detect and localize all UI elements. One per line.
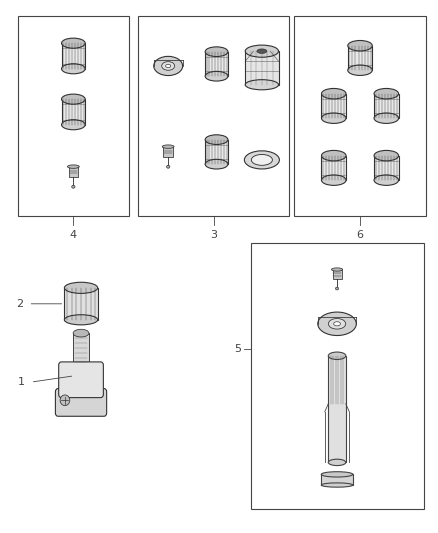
Ellipse shape bbox=[205, 47, 228, 56]
Ellipse shape bbox=[64, 282, 98, 293]
Bar bbox=[73, 333, 89, 362]
Ellipse shape bbox=[374, 88, 399, 99]
Bar bbox=[205, 140, 228, 164]
Ellipse shape bbox=[61, 120, 85, 130]
Bar bbox=[245, 51, 279, 85]
FancyBboxPatch shape bbox=[55, 389, 106, 416]
Ellipse shape bbox=[244, 151, 279, 169]
Ellipse shape bbox=[328, 459, 346, 466]
Ellipse shape bbox=[245, 45, 279, 57]
Text: 3: 3 bbox=[210, 230, 217, 240]
Ellipse shape bbox=[336, 287, 339, 290]
Text: 1: 1 bbox=[18, 377, 25, 387]
Ellipse shape bbox=[245, 80, 279, 90]
Ellipse shape bbox=[251, 155, 272, 165]
Ellipse shape bbox=[348, 65, 372, 76]
Ellipse shape bbox=[334, 322, 340, 326]
Bar bbox=[18, 16, 129, 216]
Ellipse shape bbox=[67, 165, 79, 168]
Bar bbox=[163, 147, 173, 157]
Bar bbox=[69, 167, 78, 177]
Ellipse shape bbox=[318, 312, 356, 336]
Text: 5: 5 bbox=[234, 344, 241, 354]
Bar bbox=[321, 474, 353, 485]
Ellipse shape bbox=[374, 175, 399, 185]
Ellipse shape bbox=[60, 395, 70, 406]
Ellipse shape bbox=[205, 71, 228, 81]
Bar bbox=[61, 43, 85, 69]
Ellipse shape bbox=[154, 56, 183, 76]
Bar bbox=[332, 270, 342, 279]
Ellipse shape bbox=[61, 38, 85, 48]
FancyBboxPatch shape bbox=[59, 362, 103, 398]
Ellipse shape bbox=[321, 472, 353, 477]
Ellipse shape bbox=[166, 165, 170, 168]
Ellipse shape bbox=[257, 49, 267, 53]
Ellipse shape bbox=[328, 352, 346, 360]
Ellipse shape bbox=[321, 113, 346, 124]
Ellipse shape bbox=[348, 41, 372, 51]
Bar bbox=[321, 156, 346, 180]
Bar bbox=[138, 16, 289, 216]
Bar bbox=[321, 94, 346, 118]
Bar bbox=[374, 94, 399, 118]
Text: 6: 6 bbox=[357, 230, 364, 240]
Ellipse shape bbox=[61, 94, 85, 104]
Ellipse shape bbox=[61, 64, 85, 74]
Ellipse shape bbox=[205, 159, 228, 169]
Ellipse shape bbox=[321, 483, 353, 487]
Ellipse shape bbox=[166, 64, 171, 68]
Ellipse shape bbox=[374, 113, 399, 124]
Bar bbox=[348, 46, 372, 70]
Text: 2: 2 bbox=[16, 299, 23, 309]
Text: 4: 4 bbox=[70, 230, 77, 240]
Ellipse shape bbox=[64, 314, 98, 325]
Bar bbox=[61, 99, 85, 125]
Ellipse shape bbox=[328, 319, 346, 329]
Bar bbox=[64, 288, 98, 320]
Ellipse shape bbox=[332, 268, 343, 271]
Ellipse shape bbox=[72, 185, 75, 188]
Ellipse shape bbox=[321, 88, 346, 99]
Bar bbox=[374, 156, 399, 180]
Bar bbox=[294, 16, 426, 216]
Ellipse shape bbox=[162, 145, 174, 148]
Ellipse shape bbox=[321, 150, 346, 161]
Ellipse shape bbox=[321, 175, 346, 185]
Ellipse shape bbox=[374, 150, 399, 161]
Ellipse shape bbox=[205, 135, 228, 144]
Bar bbox=[251, 243, 424, 509]
Ellipse shape bbox=[73, 329, 89, 337]
Bar bbox=[205, 52, 228, 76]
Ellipse shape bbox=[162, 62, 175, 70]
Bar bbox=[328, 356, 346, 462]
